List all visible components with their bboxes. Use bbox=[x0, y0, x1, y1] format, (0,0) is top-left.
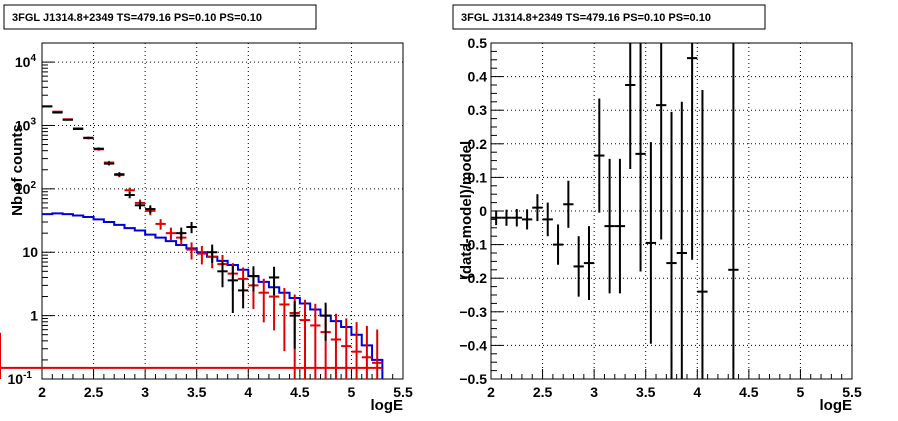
left-x-tick-label: 4 bbox=[244, 384, 252, 400]
right-y-tick-label: −0.1 bbox=[459, 237, 487, 253]
right-y-tick-label: 0.4 bbox=[468, 69, 488, 85]
right-y-tick-label: −0.2 bbox=[459, 270, 487, 286]
left-chart-title: 3FGL J1314.8+2349 TS=479.16 PS=0.10 PS=0… bbox=[12, 12, 262, 24]
left-x-tick-label: 2 bbox=[38, 384, 46, 400]
left-x-tick-label: 2.5 bbox=[84, 384, 104, 400]
right-x-axis-label: logE bbox=[820, 397, 853, 414]
right-chart-title: 3FGL J1314.8+2349 TS=479.16 PS=0.10 PS=0… bbox=[461, 12, 711, 24]
right-x-tick-label: 5 bbox=[797, 384, 805, 400]
left-x-tick-label: 4.5 bbox=[290, 384, 310, 400]
left-y-tick-label: 104 bbox=[15, 53, 37, 70]
left-y-tick-label: 103 bbox=[15, 116, 37, 133]
left-x-tick-label: 3.5 bbox=[187, 384, 207, 400]
right-y-tick-label: −0.3 bbox=[459, 304, 487, 320]
left-y-tick-label: 10 bbox=[22, 244, 38, 260]
right-x-tick-label: 2.5 bbox=[533, 384, 553, 400]
left-x-axis-label: logE bbox=[371, 397, 404, 414]
left-y-tick-label: 102 bbox=[15, 180, 37, 197]
right-x-tick-label: 3.5 bbox=[636, 384, 656, 400]
residuals-panel: 2 2.5 3 3.5 4 4.5 5 5.5 −0.5 −0.4 −0.3 −0.2 −0.1 0 0.1… bbox=[452, 4, 862, 414]
left-y-tick-label: 10-1 bbox=[8, 370, 33, 387]
right-y-tick-label: −0.5 bbox=[459, 371, 487, 387]
right-y-tick-label: 0.5 bbox=[468, 35, 488, 51]
left-title-box bbox=[3, 4, 317, 30]
left-y-axis-label: Nb of counts bbox=[9, 124, 26, 216]
right-y-tick-label: 0.3 bbox=[468, 102, 488, 118]
right-title-box bbox=[452, 4, 766, 30]
right-x-tick-label: 3 bbox=[590, 384, 598, 400]
right-y-axis-label: (data-model)/model bbox=[458, 141, 475, 279]
right-x-tick-label: 4 bbox=[693, 384, 701, 400]
right-x-tick-label: 5.5 bbox=[842, 384, 862, 400]
right-x-tick-label: 4.5 bbox=[739, 384, 759, 400]
right-y-tick-label: −0.4 bbox=[459, 337, 487, 353]
right-y-tick-label: 0.1 bbox=[468, 169, 488, 185]
left-plot-frame bbox=[41, 42, 404, 380]
left-x-tick-label: 5.5 bbox=[393, 384, 413, 400]
left-y-tick-label: 1 bbox=[30, 308, 38, 324]
left-x-tick-label: 5 bbox=[348, 384, 356, 400]
right-y-tick-label: 0.2 bbox=[468, 136, 488, 152]
left-x-tick-label: 3 bbox=[141, 384, 149, 400]
right-x-tick-label: 2 bbox=[487, 384, 495, 400]
right-y-tick-label: 0 bbox=[479, 203, 487, 219]
